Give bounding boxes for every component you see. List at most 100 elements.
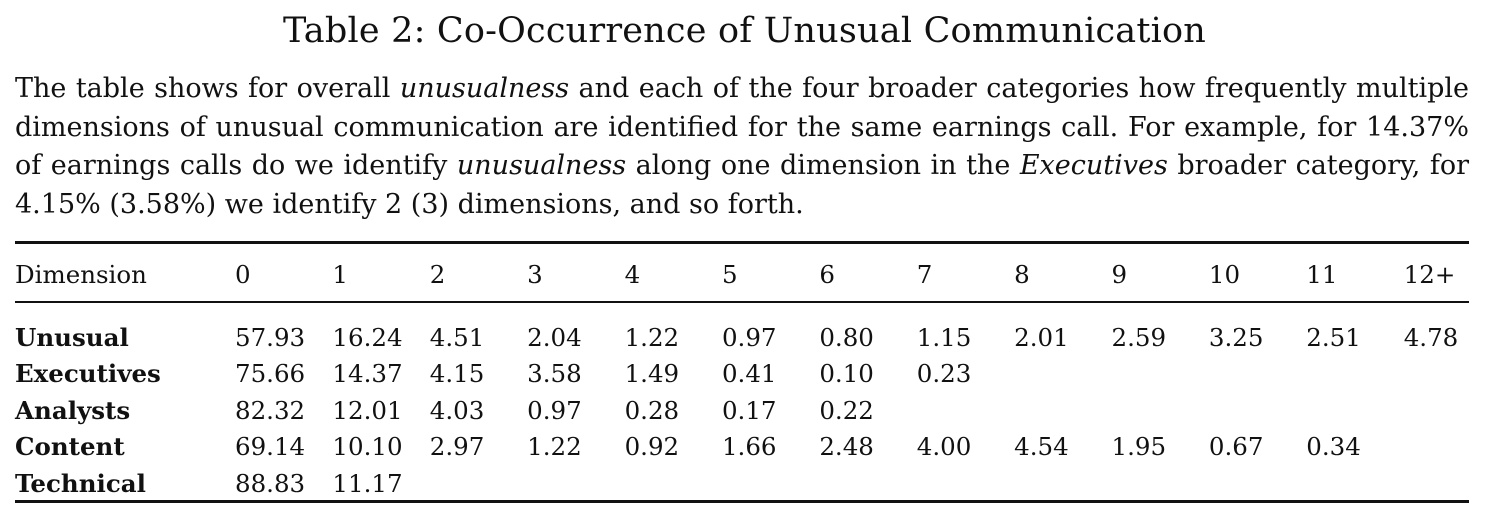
table-cell: 2.51 bbox=[1306, 322, 1361, 352]
caption-emphasis-3: Executives bbox=[1019, 150, 1168, 181]
table-cell: 0.80 bbox=[819, 322, 874, 352]
table-cell bbox=[1112, 465, 1209, 502]
table-cell bbox=[1404, 428, 1489, 465]
table-cell: 4.03 bbox=[429, 395, 485, 425]
table-cell: 57.93 bbox=[235, 322, 306, 352]
table-cell: 4.51 bbox=[429, 322, 485, 352]
table-cell: 0.22 bbox=[819, 395, 874, 425]
table-cell: 1.22 bbox=[527, 432, 582, 462]
table-cell: 0.97 bbox=[721, 322, 777, 352]
table-cell: 3.25 bbox=[1208, 322, 1264, 352]
caption-emphasis-2: unusualness bbox=[456, 150, 627, 181]
row-label: Executives bbox=[15, 358, 161, 388]
table-cell: 0.23 bbox=[916, 358, 972, 388]
table-cell: 4.00 bbox=[916, 432, 972, 462]
table-cell bbox=[917, 392, 1014, 429]
row-label: Content bbox=[15, 432, 125, 462]
table-cell bbox=[1209, 392, 1306, 429]
row-label: Technical bbox=[15, 468, 146, 498]
table-cell: 2.59 bbox=[1111, 322, 1167, 352]
table-cell: 0.92 bbox=[624, 432, 680, 462]
header-cell: 4 bbox=[624, 259, 641, 289]
table-row: Unusual 57.93 16.24 4.51 2.04 1.22 0.97 … bbox=[15, 298, 1489, 355]
caption-text-4: broader category, for 4.15% (3.58%) we i… bbox=[15, 150, 1470, 220]
table-cell bbox=[1306, 465, 1403, 502]
table-cell bbox=[1014, 392, 1111, 429]
row-label: Unusual bbox=[15, 322, 129, 352]
table-cell: 2.48 bbox=[819, 432, 874, 462]
table-cell: 4.78 bbox=[1403, 322, 1459, 352]
table-cell: 11.17 bbox=[332, 468, 403, 498]
table-cell: 1.15 bbox=[916, 322, 972, 352]
header-cell: 0 bbox=[235, 259, 251, 289]
table-cell: 0.41 bbox=[721, 358, 777, 388]
table-title: Table 2: Co-Occurrence of Unusual Commun… bbox=[282, 11, 1207, 51]
table-cell bbox=[917, 465, 1014, 502]
table-cell: 16.24 bbox=[332, 322, 403, 352]
table-cell: 1.49 bbox=[624, 358, 680, 388]
table-cell bbox=[625, 465, 722, 502]
table-cell bbox=[1014, 355, 1111, 392]
table-cell: 4.54 bbox=[1014, 432, 1069, 462]
header-cell: 9 bbox=[1111, 259, 1128, 289]
header-rule bbox=[15, 301, 1469, 303]
header-cell: 3 bbox=[527, 259, 543, 289]
caption-text-3: along one dimension in the bbox=[626, 150, 1020, 181]
table-cell: 0.34 bbox=[1306, 432, 1361, 462]
caption-emphasis-1: unusualness bbox=[399, 73, 570, 104]
table-cell bbox=[1306, 355, 1403, 392]
table-cell: 2.04 bbox=[527, 322, 582, 352]
caption-text-1: The table shows for overall bbox=[15, 73, 400, 104]
table-cell: 75.66 bbox=[235, 358, 306, 388]
table-cell: 2.97 bbox=[429, 432, 485, 462]
header-cell: 5 bbox=[721, 259, 738, 289]
table-cell: 0.28 bbox=[624, 395, 680, 425]
table-cell: 69.14 bbox=[235, 432, 306, 462]
table-cell: 0.17 bbox=[721, 395, 777, 425]
table-cell: 1.95 bbox=[1111, 432, 1167, 462]
header-cell-dimension: Dimension bbox=[15, 259, 147, 289]
table-cell: 82.32 bbox=[235, 395, 306, 425]
co-occurrence-table: Dimension 0 1 2 3 4 5 6 7 8 9 10 11 12+ … bbox=[15, 250, 1489, 502]
table-cell: 1.22 bbox=[624, 322, 680, 352]
table-cell bbox=[1112, 355, 1209, 392]
table-cell bbox=[722, 465, 819, 502]
table-cell bbox=[1014, 465, 1111, 502]
header-cell: 11 bbox=[1306, 259, 1338, 289]
header-cell: 2 bbox=[429, 259, 446, 289]
bottom-rule bbox=[15, 500, 1469, 503]
header-cell: 6 bbox=[819, 259, 835, 289]
table-cell: 0.97 bbox=[527, 395, 582, 425]
table-row: Analysts 82.32 12.01 4.03 0.97 0.28 0.17… bbox=[15, 392, 1489, 429]
table-cell: 0.10 bbox=[819, 358, 874, 388]
caption-text-2: and each of the four broader categories … bbox=[15, 73, 1469, 181]
header-cell: 8 bbox=[1014, 259, 1030, 289]
table-cell: 2.01 bbox=[1014, 322, 1069, 352]
top-rule bbox=[15, 241, 1469, 244]
table-row: Executives 75.66 14.37 4.15 3.58 1.49 0.… bbox=[15, 355, 1489, 392]
table-cell bbox=[1209, 355, 1306, 392]
table-cell bbox=[819, 465, 916, 502]
table-caption: The table shows for overall unusualness … bbox=[15, 70, 1469, 224]
table-cell bbox=[1306, 392, 1403, 429]
table-cell bbox=[1209, 465, 1306, 502]
table-cell: 0.67 bbox=[1208, 432, 1264, 462]
table-cell: 14.37 bbox=[332, 358, 403, 388]
table-cell bbox=[1404, 465, 1489, 502]
table-cell: 4.15 bbox=[429, 358, 485, 388]
table-cell bbox=[430, 465, 527, 502]
header-cell: 12+ bbox=[1403, 259, 1456, 289]
table-cell: 10.10 bbox=[332, 432, 403, 462]
table-cell: 3.58 bbox=[527, 358, 582, 388]
table-cell bbox=[1112, 392, 1209, 429]
row-label: Analysts bbox=[15, 395, 131, 425]
header-row: Dimension 0 1 2 3 4 5 6 7 8 9 10 11 12+ bbox=[15, 250, 1489, 298]
table-row: Content 69.14 10.10 2.97 1.22 0.92 1.66 … bbox=[15, 428, 1489, 465]
header-cell: 10 bbox=[1208, 259, 1241, 289]
table-row: Technical 88.83 11.17 bbox=[15, 465, 1489, 502]
header-cell: 1 bbox=[332, 259, 348, 289]
table-cell bbox=[1404, 392, 1489, 429]
header-cell: 7 bbox=[916, 259, 933, 289]
table-cell: 1.66 bbox=[721, 432, 777, 462]
table-cell bbox=[1404, 355, 1489, 392]
